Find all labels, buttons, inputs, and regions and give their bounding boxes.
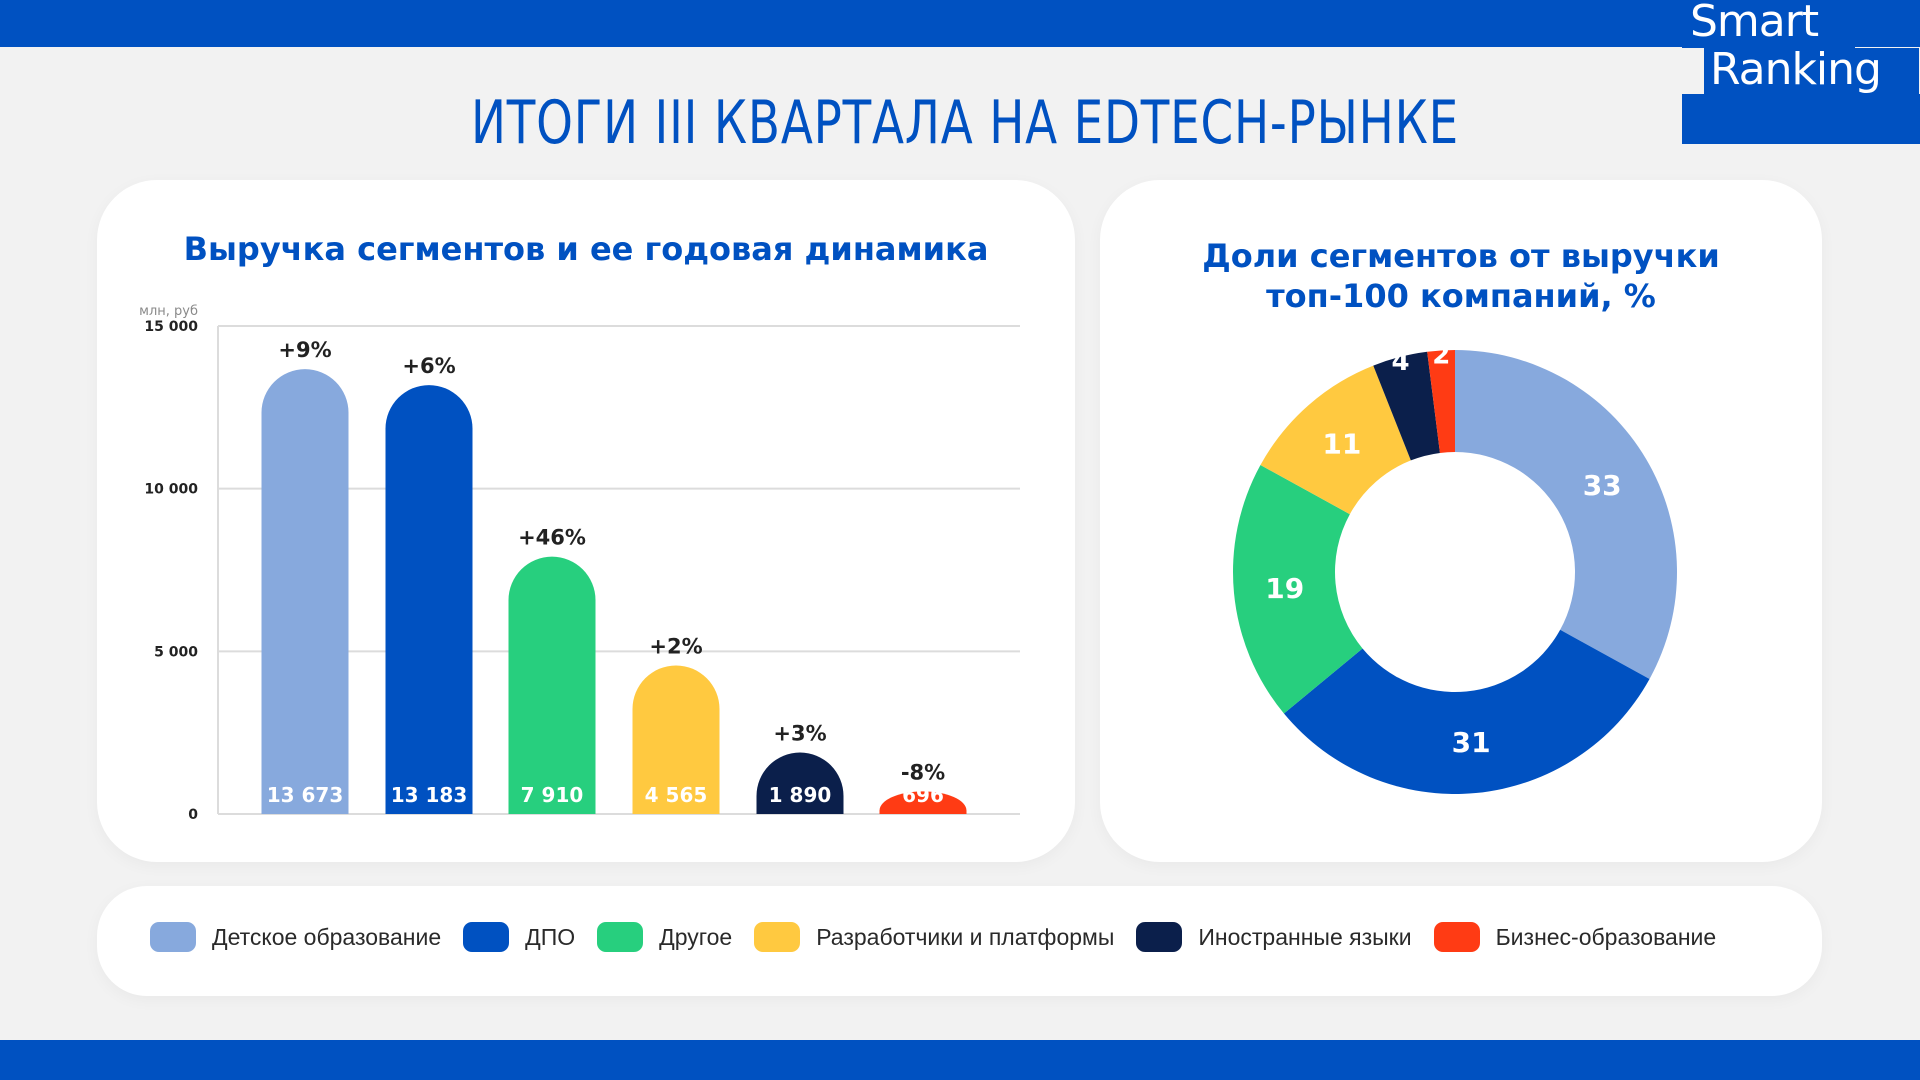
legend-label: ДПО <box>525 923 576 950</box>
bar-chart-card <box>97 180 1075 862</box>
legend-item: ДПО <box>463 922 575 952</box>
top-bar <box>0 0 1920 47</box>
legend-swatch <box>1136 922 1183 952</box>
page-title: ИТОГИ III КВАРТАЛА НА EDTECH-РЫНКЕ <box>470 88 1460 158</box>
donut-chart-title: Доли сегментов от выручки топ-100 компан… <box>1100 236 1822 316</box>
legend: Детское образование ДПО Другое Разработчики… <box>150 922 1738 952</box>
legend-item: Разработчики и платформы <box>754 922 1114 952</box>
legend-swatch <box>597 922 644 952</box>
legend-swatch <box>754 922 801 952</box>
legend-swatch <box>150 922 196 952</box>
logo-text-ranking: Ranking <box>1710 44 1882 95</box>
legend-label: Бизнес-образование <box>1495 923 1717 950</box>
legend-swatch <box>1433 922 1480 952</box>
legend-item: Бизнес-образование <box>1433 922 1717 952</box>
bar-chart-title: Выручка сегментов и ее годовая динамика <box>183 230 989 268</box>
bottom-bar <box>0 1040 1920 1080</box>
legend-label: Иностранные языки <box>1198 923 1412 950</box>
logo-text-smart: Smart <box>1690 0 1819 47</box>
legend-card <box>97 886 1822 996</box>
legend-item: Иностранные языки <box>1136 922 1412 952</box>
legend-item: Другое <box>597 922 732 952</box>
legend-swatch <box>463 922 510 952</box>
legend-label: Другое <box>659 923 733 950</box>
donut-title-line2: топ-100 компаний, % <box>1266 277 1656 315</box>
legend-item: Детское образование <box>150 922 441 952</box>
legend-label: Разработчики и платформы <box>816 923 1115 950</box>
donut-title-line1: Доли сегментов от выручки <box>1202 237 1720 275</box>
smart-ranking-logo: Smart Ranking <box>1682 0 1920 144</box>
legend-label: Детское образование <box>212 923 442 950</box>
